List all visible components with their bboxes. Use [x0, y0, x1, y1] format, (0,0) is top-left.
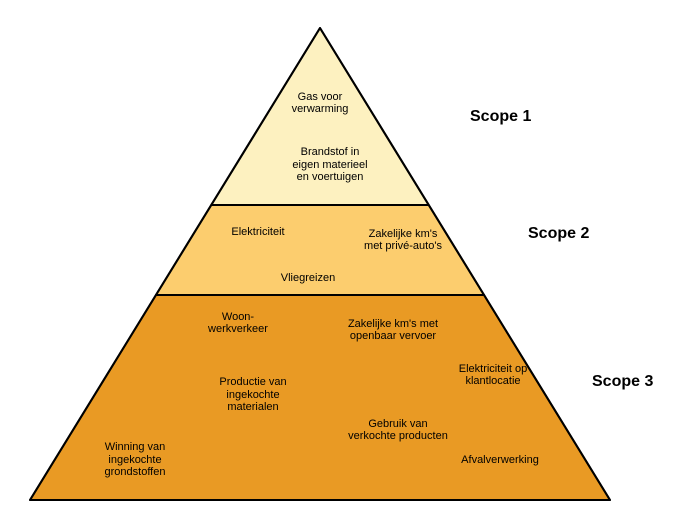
pyramid-diagram: Scope 1 Gas voor verwarming Brandstof in e…	[0, 0, 681, 526]
tier-item: Brandstof in eigen materieel en voertuig…	[260, 146, 400, 184]
tier-item: Elektriciteit	[198, 226, 318, 239]
scope-label-scope1: Scope 1	[470, 108, 531, 126]
scope-label-scope2: Scope 2	[528, 225, 589, 243]
tier-item: Zakelijke km's met openbaar vervoer	[308, 318, 478, 343]
tier-item: Woon- werkverkeer	[168, 311, 308, 336]
tier-item: Zakelijke km's met privé-auto's	[328, 228, 478, 253]
tier-item: Afvalverwerking	[420, 454, 580, 467]
tier-item: Gebruik van verkochte producten	[308, 418, 488, 443]
tier-item: Vliegreizen	[248, 272, 368, 285]
tier-item: Elektriciteit op klantlocatie	[418, 363, 568, 388]
tier-item: Winning van ingekochte grondstoffen	[60, 441, 210, 479]
tier-item: Gas voor verwarming	[260, 91, 380, 116]
tier-item: Productie van ingekochte materialen	[178, 376, 328, 414]
scope-label-scope3: Scope 3	[592, 373, 653, 391]
